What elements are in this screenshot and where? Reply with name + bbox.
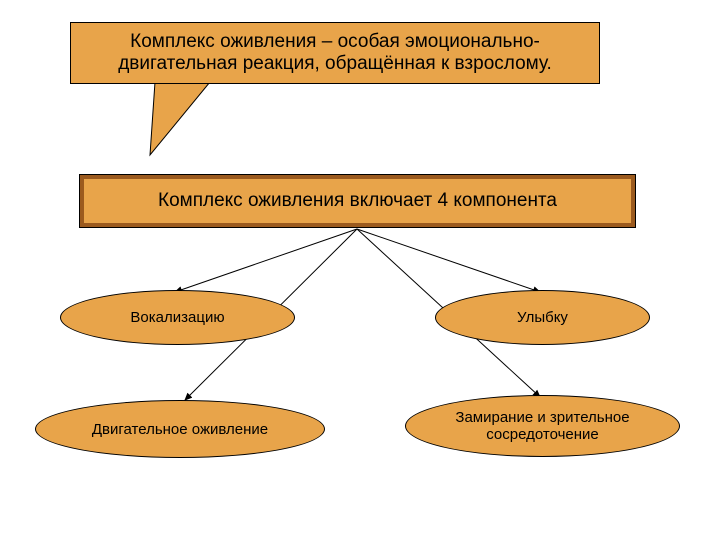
- arrow-line: [357, 229, 540, 292]
- node-vocalization: Вокализацию: [60, 290, 295, 345]
- node-freeze: Замирание и зрительное сосредоточение: [405, 395, 680, 457]
- node-freeze-label: Замирание и зрительное сосредоточение: [420, 409, 665, 443]
- node-vocalization-label: Вокализацию: [130, 309, 224, 326]
- node-motor: Двигательное оживление: [35, 400, 325, 458]
- definition-callout: Комплекс оживления – особая эмоционально…: [70, 22, 600, 84]
- arrow-line: [175, 229, 357, 292]
- callout-tail: [150, 82, 210, 155]
- components-title-text: Комплекс оживления включает 4 компонента: [158, 190, 557, 212]
- definition-text: Комплекс оживления – особая эмоционально…: [79, 31, 591, 75]
- components-title-box: Комплекс оживления включает 4 компонента: [80, 175, 635, 227]
- node-smile: Улыбку: [435, 290, 650, 345]
- node-smile-label: Улыбку: [517, 309, 568, 326]
- node-motor-label: Двигательное оживление: [92, 421, 268, 438]
